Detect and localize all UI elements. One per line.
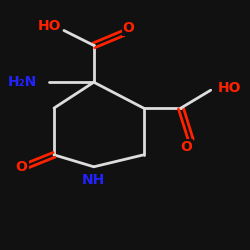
Text: O: O — [16, 160, 28, 174]
Text: H₂N: H₂N — [7, 75, 36, 89]
Text: O: O — [180, 140, 192, 154]
Text: NH: NH — [82, 174, 106, 188]
Text: O: O — [123, 21, 134, 35]
Text: HO: HO — [38, 18, 62, 32]
Text: HO: HO — [218, 81, 242, 95]
